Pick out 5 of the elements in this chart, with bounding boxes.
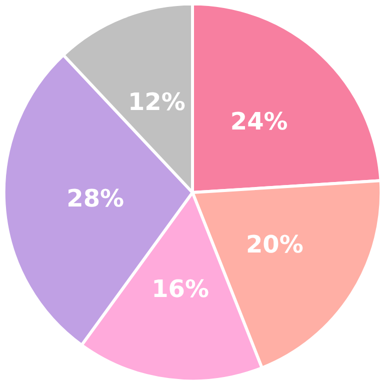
- data-label: 16%: [152, 275, 210, 304]
- data-label: 24%: [230, 108, 288, 136]
- data-label: 20%: [246, 230, 304, 259]
- data-label: 12%: [128, 88, 186, 116]
- data-label: 28%: [66, 184, 124, 213]
